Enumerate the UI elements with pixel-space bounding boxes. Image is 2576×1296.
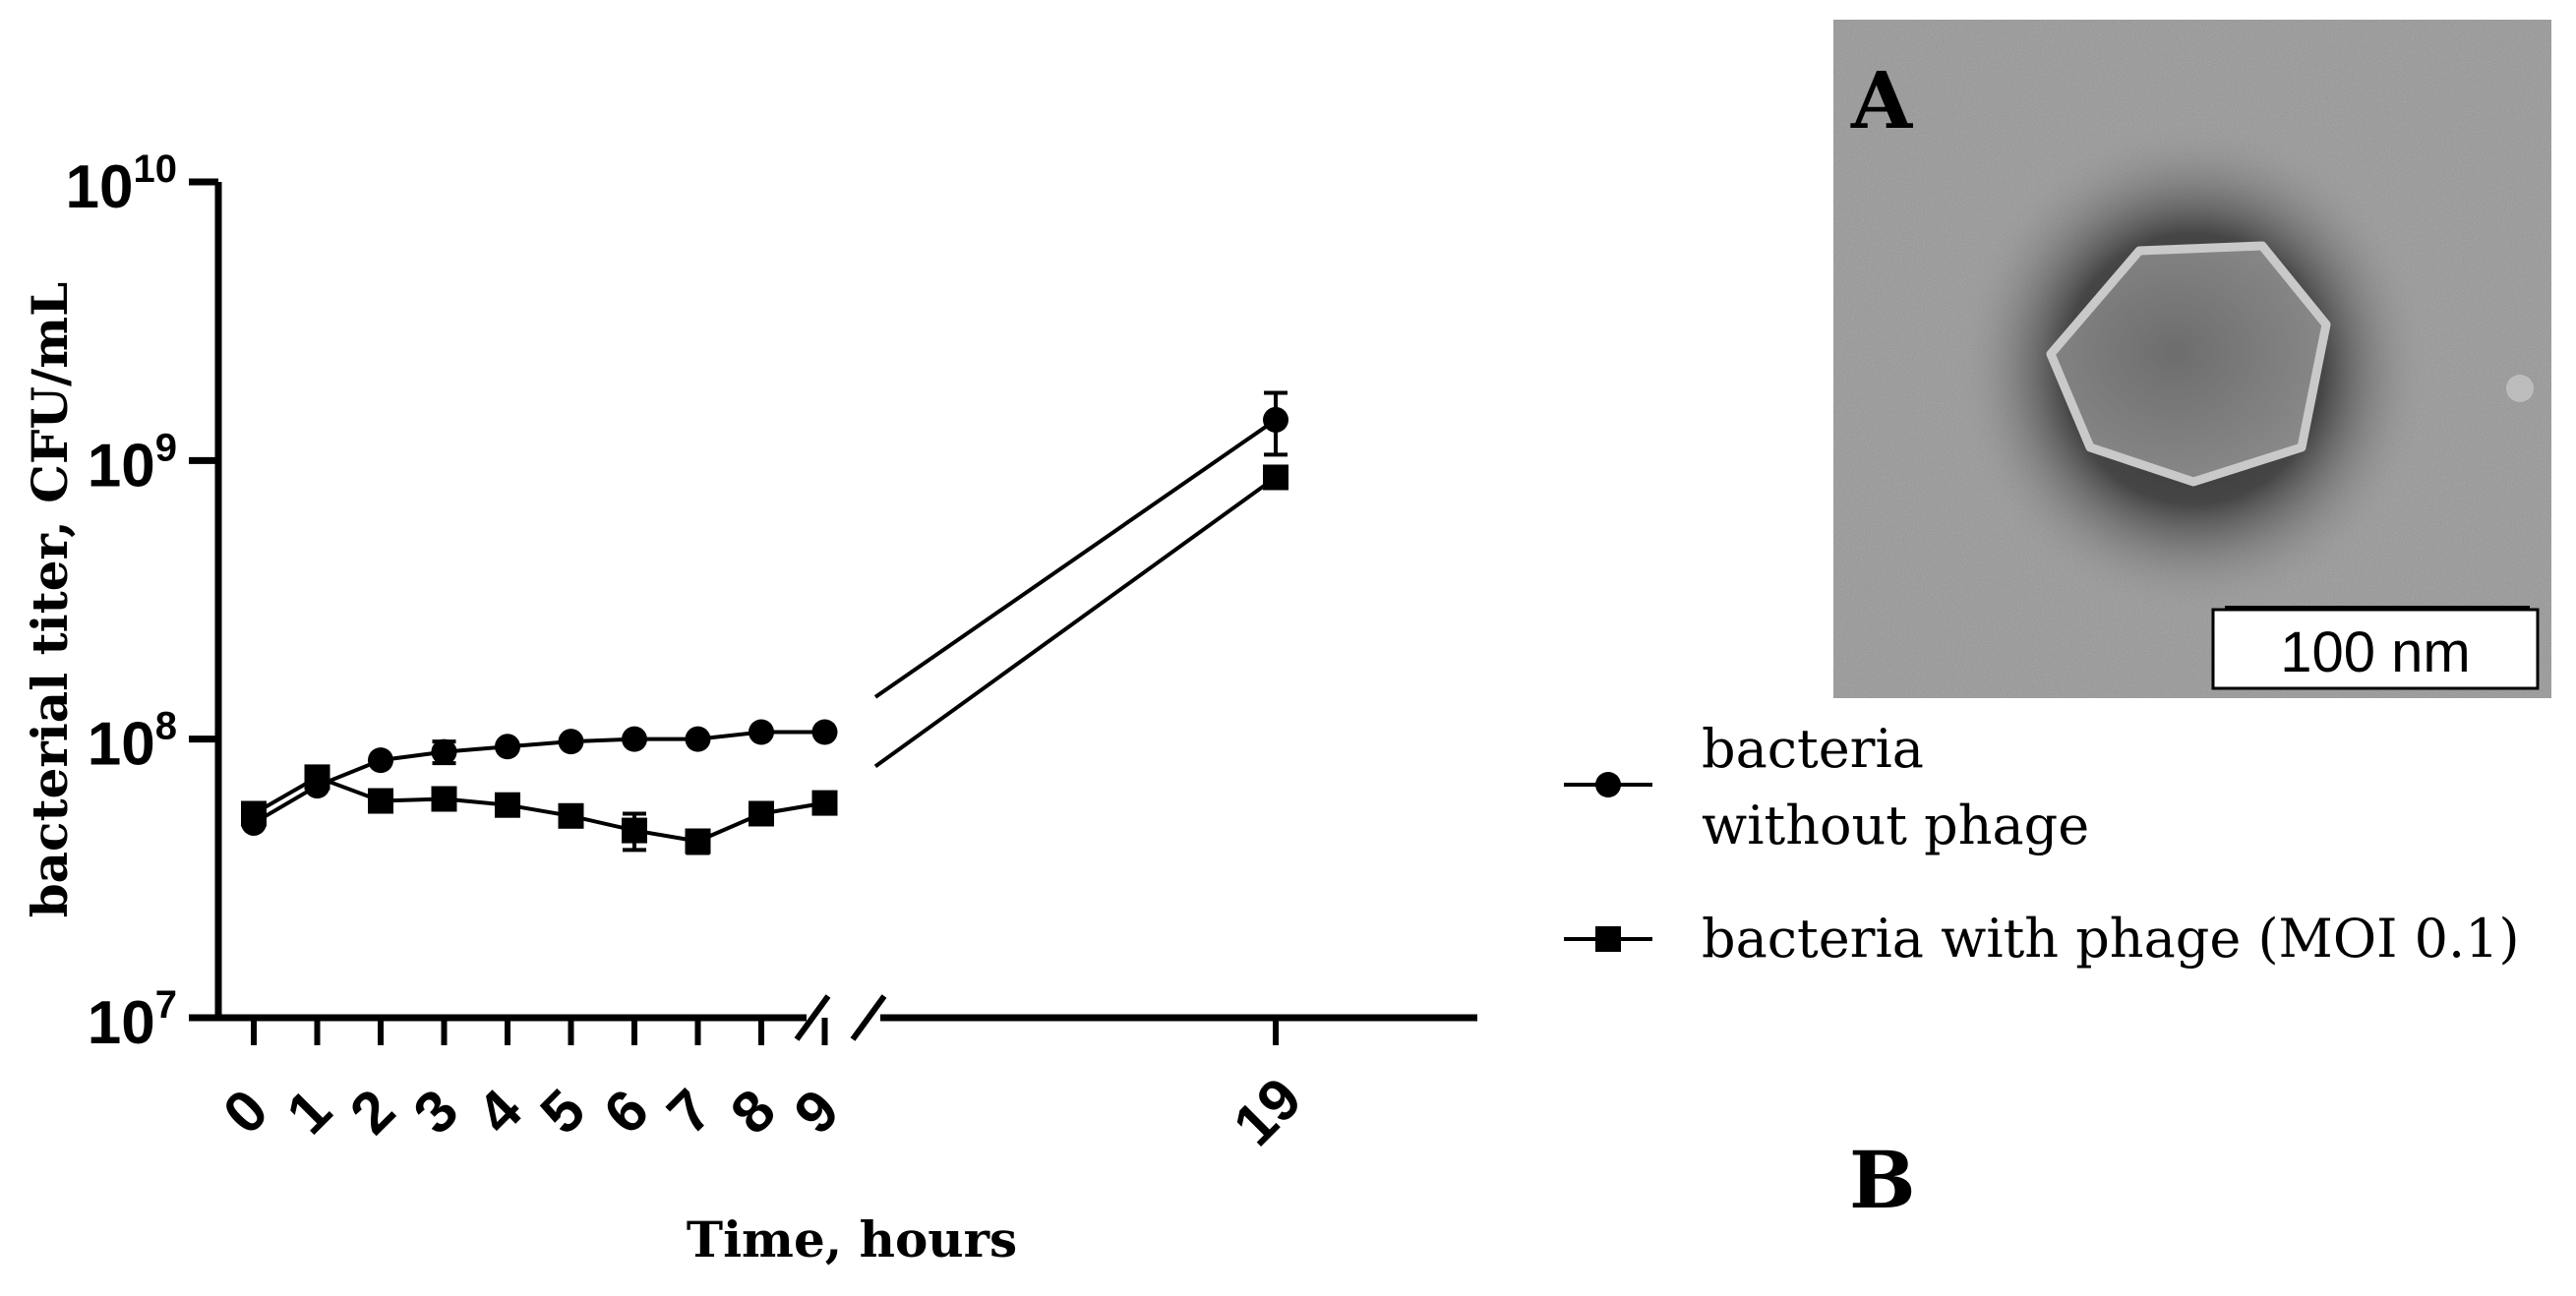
x-tick-label: 5 — [528, 1077, 598, 1147]
data-point-square — [811, 790, 838, 816]
x-tick-label: 4 — [464, 1077, 534, 1147]
axis-break-mark-left — [794, 994, 831, 1041]
legend-label-with-phage: bacteria with phage (MOI 0.1) — [1702, 908, 2520, 970]
data-point-circle — [1263, 406, 1288, 433]
data-point-circle — [811, 719, 838, 745]
x-tick-label: 6 — [591, 1077, 661, 1147]
data-point-square — [241, 800, 267, 827]
scale-bar: 100 nm — [2211, 606, 2540, 690]
data-point-square — [495, 792, 520, 818]
series-without-phage — [241, 390, 1288, 836]
scale-bar-label: 100 nm — [2280, 620, 2470, 684]
legend-label-line-2: without phage — [1702, 795, 2089, 856]
legend-circle-marker — [1595, 772, 1621, 797]
debris-particle — [2506, 375, 2534, 402]
micrograph-panel — [1833, 20, 2551, 698]
y-tick-label: 109 — [88, 426, 177, 500]
series-line — [253, 775, 825, 844]
panel-a-label: A — [1850, 54, 1913, 147]
data-point-square — [1263, 464, 1288, 491]
x-tick-label: 3 — [401, 1077, 471, 1147]
x-tick-label: 2 — [337, 1077, 407, 1147]
data-point-square — [431, 786, 457, 812]
legend-entry-with-phage: bacteria with phage (MOI 0.1) — [1564, 908, 2520, 970]
series-line — [252, 730, 825, 825]
axis-break-mark-right — [850, 994, 887, 1041]
data-point-circle — [368, 747, 393, 774]
y-tick-base: 10 — [66, 153, 134, 221]
series-group — [241, 390, 1288, 855]
x-tick-label: 1 — [274, 1077, 344, 1147]
y-tick-base: 10 — [88, 989, 155, 1057]
data-point-square — [622, 817, 647, 844]
y-axis-title: bacterial titer, CFU/mL — [21, 282, 79, 918]
phage-capsid — [2046, 241, 2331, 487]
data-point-square — [685, 828, 711, 854]
data-point-circle — [495, 734, 520, 760]
y-tick-label: 108 — [88, 705, 177, 779]
data-point-circle — [685, 726, 711, 752]
x-axis-title: Time, hours — [687, 1210, 1017, 1268]
y-tick-exponent: 7 — [155, 983, 177, 1027]
data-point-circle — [431, 738, 457, 765]
data-point-square — [368, 788, 393, 814]
y-tick-label: 107 — [88, 983, 177, 1057]
series-with-phage — [241, 464, 1288, 855]
panel-b-label: B — [1849, 1134, 1916, 1226]
y-tick-base: 10 — [88, 711, 155, 779]
legend-square-marker — [1595, 926, 1621, 952]
y-tick-label: 1010 — [66, 147, 177, 221]
data-point-square — [749, 800, 774, 827]
y-tick-exponent: 8 — [155, 705, 177, 748]
x-tick-label: 0 — [210, 1077, 280, 1147]
y-tick-exponent: 10 — [134, 147, 178, 191]
data-point-square — [558, 802, 584, 829]
x-tick-label: 7 — [655, 1077, 725, 1147]
legend: bacteria without phage bacteria with pha… — [1564, 718, 2520, 970]
x-tick-label: 8 — [718, 1077, 788, 1147]
data-point-square — [304, 764, 330, 791]
y-tick-exponent: 9 — [155, 426, 177, 469]
data-point-circle — [749, 719, 774, 745]
legend-label-line-1: bacteria — [1702, 718, 1924, 780]
x-tick-label: 19 — [1221, 1065, 1314, 1158]
y-tick-base: 10 — [88, 432, 155, 500]
legend-label-without-phage: bacteria without phage — [1702, 718, 2089, 856]
data-point-circle — [558, 729, 584, 755]
legend-entry-without-phage: bacteria without phage — [1564, 718, 2089, 856]
data-point-circle — [622, 726, 647, 752]
series-line-after-break — [873, 475, 1278, 769]
series-line-after-break — [873, 418, 1278, 699]
x-tick-label: 9 — [782, 1077, 852, 1147]
chart-axes — [214, 182, 1477, 1041]
